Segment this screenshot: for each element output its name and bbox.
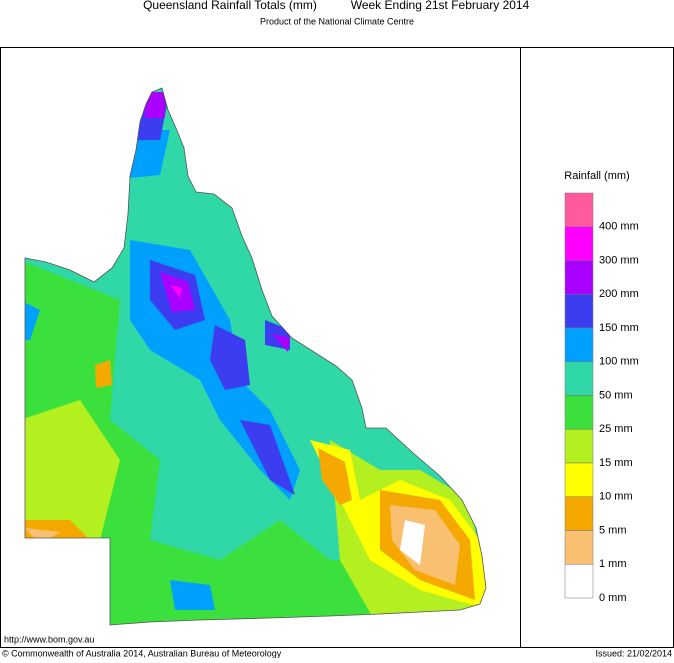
source-url: http://www.bom.gov.au [4, 634, 94, 644]
legend-label: 5 mm [599, 524, 627, 536]
legend: 400 mm 300 mm 200 mm 150 mm 100 mm 50 mm 25 mm… [564, 192, 639, 604]
rainfall-region [95, 360, 112, 388]
legend-swatch [564, 530, 594, 565]
legend-label: 50 mm [599, 389, 633, 401]
legend-label: 0 mm [599, 592, 627, 604]
rainfall-region [25, 300, 40, 340]
legend-swatch [564, 226, 594, 261]
copyright: © Commonwealth of Australia 2014, Austra… [2, 648, 282, 658]
rainfall-region [130, 130, 170, 178]
legend-label: 200 mm [599, 288, 639, 300]
rainfall-region [272, 334, 290, 352]
rainfall-region [240, 420, 295, 495]
rainfall-region [318, 448, 352, 505]
legend-label: 25 mm [599, 423, 633, 435]
legend-label: 400 mm [599, 221, 639, 233]
legend-swatch [564, 564, 594, 599]
legend-label: 15 mm [599, 457, 633, 469]
rainfall-map [25, 88, 486, 625]
rainfall-region [145, 92, 165, 118]
rainfall-region [400, 520, 425, 565]
rainfall-region [25, 260, 470, 625]
legend-swatch [564, 192, 594, 227]
legend-title: Rainfall (mm) [564, 170, 629, 182]
rainfall-region [170, 580, 215, 610]
legend-label: 150 mm [599, 322, 639, 334]
legend-swatch [564, 462, 594, 497]
map-period: Week Ending 21st February 2014 [351, 0, 530, 12]
legend-label: 10 mm [599, 491, 633, 503]
rainfall-region [210, 325, 250, 390]
rainfall-region [170, 285, 182, 298]
legend-swatch [564, 327, 594, 362]
legend-swatch [564, 361, 594, 396]
legend-label: 300 mm [599, 254, 639, 266]
legend-label: 1 mm [599, 558, 627, 570]
issued-date: Issued: 21/02/2014 [595, 648, 672, 658]
map-subtitle: Product of the National Climate Centre [260, 16, 414, 26]
legend-swatch [564, 429, 594, 464]
rainfall-region [25, 528, 60, 545]
legend-swatch [564, 496, 594, 531]
map-title: Queensland Rainfall Totals (mm) [143, 0, 317, 12]
legend-label: 100 mm [599, 356, 639, 368]
legend-swatch [564, 395, 594, 430]
legend-swatch [564, 260, 594, 295]
legend-swatch [564, 294, 594, 329]
